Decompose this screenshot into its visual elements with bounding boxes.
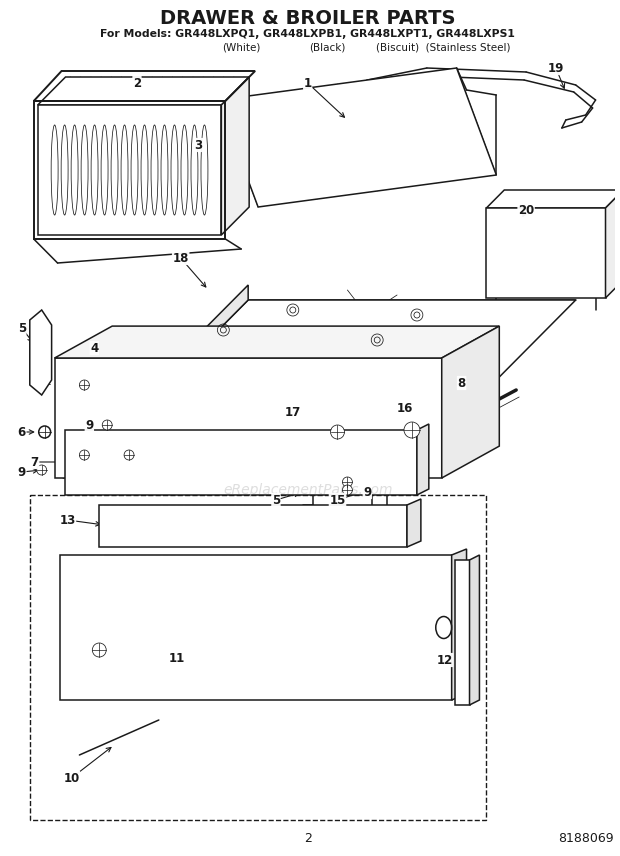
Text: (Biscuit)  (Stainless Steel): (Biscuit) (Stainless Steel) [376,42,511,52]
Text: 16: 16 [397,401,413,414]
Text: 11: 11 [169,651,185,664]
Text: 2: 2 [304,831,312,845]
Text: 2: 2 [133,76,141,90]
Text: 9: 9 [18,466,26,479]
Polygon shape [38,77,249,105]
Text: 8: 8 [458,377,466,389]
Polygon shape [64,430,417,495]
Polygon shape [218,68,497,207]
Polygon shape [38,105,221,235]
Text: 5: 5 [18,322,26,335]
Circle shape [37,465,46,475]
Circle shape [330,425,345,439]
Text: 4: 4 [90,342,99,354]
Circle shape [92,643,106,657]
Text: eReplacementParts.com: eReplacementParts.com [223,483,392,497]
Text: 1: 1 [304,76,312,90]
Polygon shape [454,560,469,705]
Text: 3: 3 [195,139,203,152]
Text: For Models: GR448LXPQ1, GR448LXPB1, GR448LXPT1, GR448LXPS1: For Models: GR448LXPQ1, GR448LXPB1, GR44… [100,29,515,39]
Text: 5: 5 [272,494,280,507]
Polygon shape [606,190,620,298]
Circle shape [342,477,352,487]
Polygon shape [154,285,248,395]
Polygon shape [487,190,620,208]
Circle shape [38,426,51,438]
Text: DRAWER & BROILER PARTS: DRAWER & BROILER PARTS [160,9,456,27]
Polygon shape [221,77,249,235]
Polygon shape [487,208,606,298]
Text: 13: 13 [60,514,76,526]
Polygon shape [417,424,429,495]
Text: 9: 9 [85,419,94,431]
Polygon shape [407,499,421,547]
Text: 7: 7 [30,455,39,468]
Polygon shape [441,326,499,478]
Polygon shape [154,300,576,395]
Text: (Black): (Black) [309,42,346,52]
Text: 18: 18 [172,252,189,265]
Polygon shape [469,555,479,705]
Polygon shape [451,549,466,700]
Polygon shape [55,358,441,478]
Circle shape [102,420,112,430]
Text: (White): (White) [222,42,260,52]
Polygon shape [30,310,51,395]
Text: 9: 9 [363,485,371,498]
Text: 10: 10 [63,771,79,784]
Text: 20: 20 [518,204,534,217]
Text: 19: 19 [547,62,564,74]
Text: 6: 6 [18,425,26,438]
Polygon shape [60,555,451,700]
Polygon shape [99,505,407,547]
Text: 8188069: 8188069 [558,831,613,845]
Circle shape [404,422,420,438]
Text: 17: 17 [285,406,301,419]
Text: 12: 12 [436,653,453,667]
Circle shape [342,485,352,495]
Polygon shape [55,326,499,358]
Text: 15: 15 [329,494,346,507]
